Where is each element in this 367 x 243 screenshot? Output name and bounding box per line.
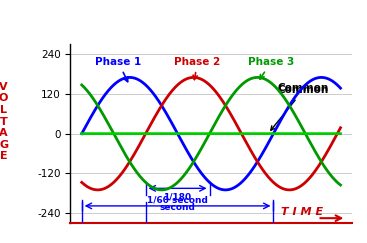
- Text: 1/180
second: 1/180 second: [160, 192, 196, 212]
- Text: 1/60 second: 1/60 second: [147, 196, 208, 205]
- Text: T I M E: T I M E: [281, 207, 323, 217]
- Text: Phase 3: Phase 3: [248, 57, 294, 79]
- Text: V
O
L
T
A
G
E: V O L T A G E: [0, 82, 8, 161]
- Text: Phase 1: Phase 1: [95, 57, 141, 82]
- Text: Common: Common: [271, 85, 329, 130]
- Text: Phase 2: Phase 2: [174, 57, 221, 80]
- Text: Common: Common: [277, 83, 329, 93]
